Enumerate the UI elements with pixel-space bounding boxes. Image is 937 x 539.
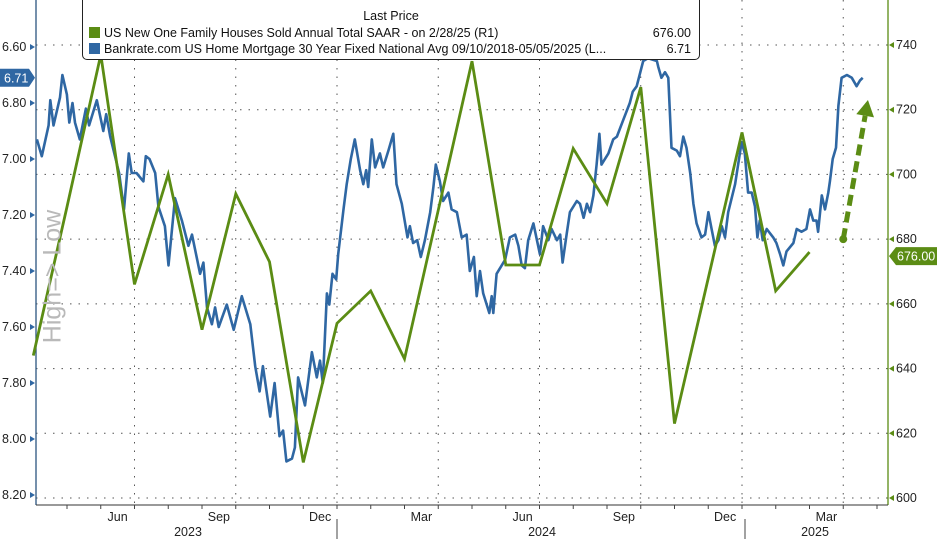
left-tick-label: 8.20 — [2, 488, 26, 502]
left-tick-marker — [30, 156, 35, 162]
left-tick-marker — [30, 492, 35, 498]
right-tick-marker — [889, 171, 894, 178]
left-tick-marker — [30, 212, 35, 218]
left-tick-label: 7.40 — [2, 264, 26, 278]
x-year-label: 2023 — [174, 525, 202, 539]
right-tick-label: 720 — [896, 103, 917, 117]
right-tick-label: 640 — [896, 362, 917, 376]
legend-label: US New One Family Houses Sold Annual Tot… — [104, 25, 499, 40]
left-last-value-badge — [0, 68, 35, 87]
arrow-head-icon — [856, 100, 875, 118]
right-last-value-text: 676.00 — [897, 250, 935, 264]
left-tick-label: 8.00 — [2, 432, 26, 446]
dashed-arrow-line — [840, 115, 868, 240]
left-last-value-text: 6.71 — [4, 71, 28, 85]
x-month-label: Sep — [613, 510, 635, 524]
right-tick-marker — [889, 300, 894, 307]
x-month-label: Jun — [108, 510, 128, 524]
left-tick-marker — [30, 268, 35, 274]
right-tick-marker — [889, 430, 894, 437]
left-tick-label: 7.60 — [2, 320, 26, 334]
left-tick-marker — [30, 324, 35, 330]
right-last-value-badge — [889, 247, 937, 266]
legend-item-home-sales: US New One Family Houses Sold Annual Tot… — [89, 25, 691, 40]
left-tick-marker — [30, 380, 35, 386]
right-tick-label: 600 — [896, 491, 917, 505]
right-tick-marker — [889, 42, 894, 48]
left-tick-marker — [30, 44, 35, 50]
legend-swatch-green — [89, 27, 100, 38]
right-tick-label: 620 — [896, 426, 917, 440]
legend-swatch-blue — [89, 43, 100, 54]
left-tick-label: 7.00 — [2, 152, 26, 166]
series-line-home-sales — [31, 54, 811, 463]
legend-item-mortgage-rate: Bankrate.com US Home Mortgage 30 Year Fi… — [89, 41, 691, 56]
right-tick-marker — [889, 236, 894, 243]
x-month-label: Dec — [714, 510, 736, 524]
series-line-mortgage-rate — [35, 56, 864, 463]
legend-value: 676.00 — [652, 25, 691, 40]
legend: Last Price US New One Family Houses Sold… — [82, 0, 700, 60]
legend-label: Bankrate.com US Home Mortgage 30 Year Fi… — [104, 41, 607, 56]
x-year-label: 2025 — [801, 525, 829, 539]
x-month-label: Dec — [309, 510, 331, 524]
right-tick-label: 740 — [896, 38, 917, 52]
x-month-label: Sep — [208, 510, 230, 524]
x-year-label: 2024 — [528, 525, 556, 539]
high-low-watermark: High=> Low — [38, 209, 67, 344]
right-tick-label: 700 — [896, 167, 917, 181]
left-tick-marker — [30, 436, 35, 442]
right-tick-marker — [889, 495, 894, 501]
x-month-label: Mar — [816, 510, 838, 524]
x-month-label: Jun — [513, 510, 533, 524]
left-tick-label: 6.80 — [2, 96, 26, 110]
left-tick-label: 7.80 — [2, 376, 26, 390]
legend-value: 6.71 — [666, 41, 691, 56]
right-tick-label: 660 — [896, 297, 917, 311]
right-tick-label: 680 — [896, 232, 917, 246]
x-month-label: Mar — [411, 510, 433, 524]
right-tick-marker — [889, 106, 894, 113]
left-tick-label: 6.60 — [2, 40, 26, 54]
legend-title: Last Price — [363, 9, 419, 23]
left-tick-label: 7.20 — [2, 208, 26, 222]
right-tick-marker — [889, 365, 894, 372]
left-tick-marker — [30, 100, 35, 106]
